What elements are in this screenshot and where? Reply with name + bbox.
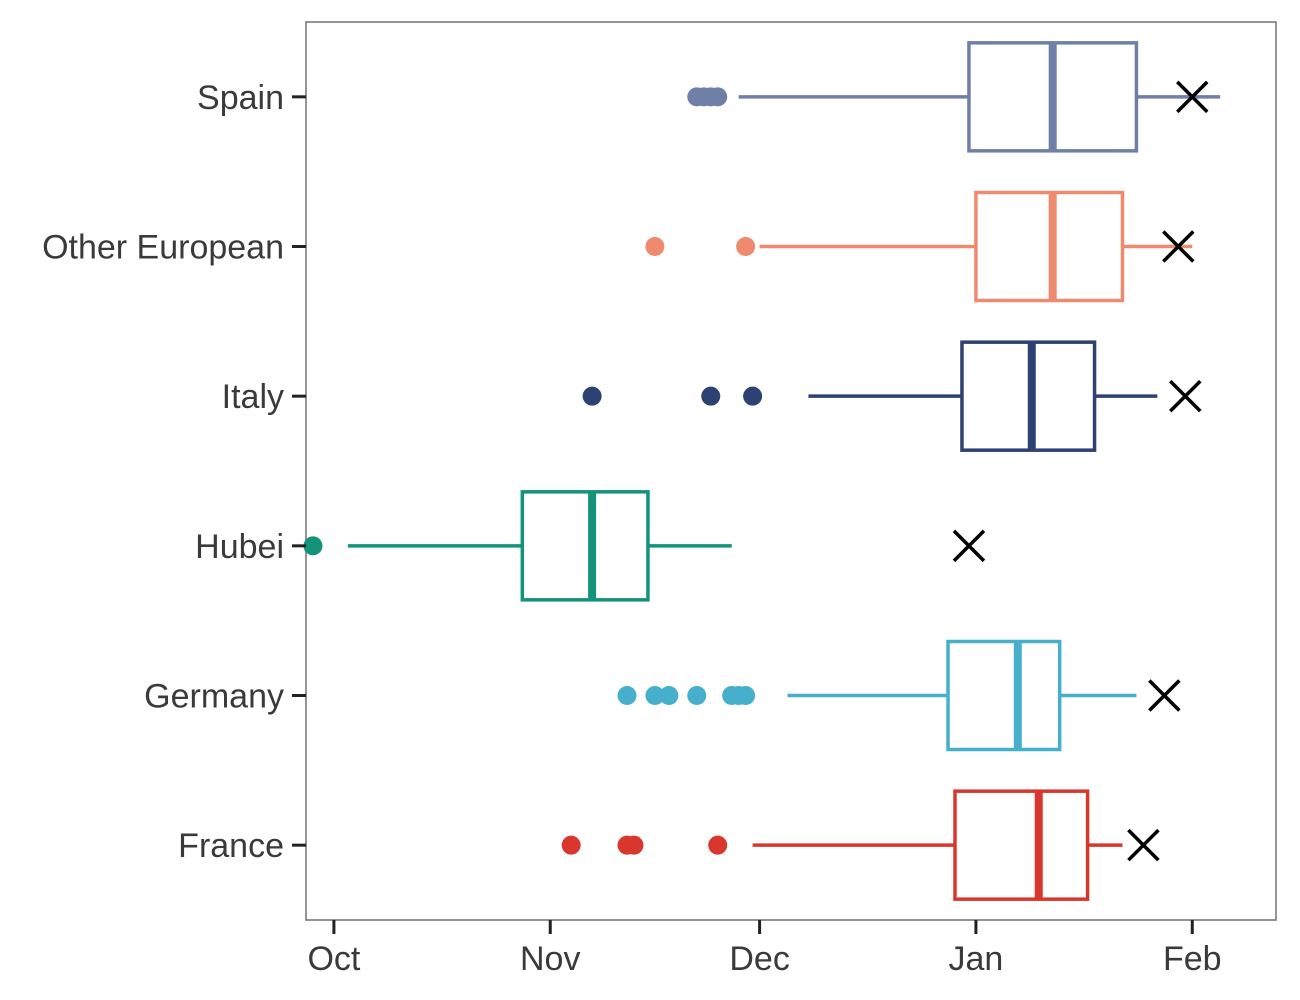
axes-layer: Spain Other European Italy Hubei Germany Fran… bbox=[42, 79, 1221, 978]
x-marker-hubei bbox=[952, 529, 986, 563]
x-marker-stroke-b-spain bbox=[1176, 80, 1209, 114]
outlier-italy-1 bbox=[701, 386, 721, 406]
box-group-spain bbox=[687, 41, 1221, 153]
outlier-germany-0 bbox=[617, 686, 637, 705]
outlier-germany-2 bbox=[659, 686, 679, 705]
x-marker-stroke-b-other-european bbox=[1162, 230, 1195, 263]
box-group-other-european bbox=[645, 190, 1195, 303]
x-marker-stroke-b-germany bbox=[1148, 679, 1181, 712]
outlier-germany-6 bbox=[736, 686, 756, 705]
box-hubei bbox=[520, 490, 650, 602]
y-tick-label-france: France bbox=[178, 827, 284, 865]
y-tick-label-hubei: Hubei bbox=[195, 528, 284, 566]
panel-border bbox=[305, 21, 1277, 921]
x-marker-stroke-b-france bbox=[1127, 828, 1160, 862]
x-marker-germany bbox=[1148, 679, 1181, 712]
x-tick-label-nov: Nov bbox=[520, 940, 580, 978]
x-tick-label-jan: Jan bbox=[949, 940, 1004, 978]
y-tick-label-germany: Germany bbox=[144, 678, 284, 716]
y-tick-label-spain: Spain bbox=[197, 79, 284, 117]
box-france bbox=[953, 789, 1090, 901]
outlier-germany-3 bbox=[687, 686, 707, 705]
y-tick-label-italy: Italy bbox=[222, 378, 284, 416]
y-tick-label-other-european: Other European bbox=[42, 229, 284, 267]
outlier-other-european-1 bbox=[736, 237, 756, 256]
box-group-france bbox=[561, 789, 1160, 901]
box-group-hubei bbox=[303, 490, 986, 602]
outlier-spain-3 bbox=[708, 87, 728, 107]
outlier-hubei-0 bbox=[303, 536, 323, 556]
outlier-italy-2 bbox=[743, 386, 763, 406]
outlier-france-0 bbox=[561, 835, 581, 855]
x-marker-other-european bbox=[1162, 230, 1195, 263]
plot-panel bbox=[305, 21, 1277, 921]
x-marker-france bbox=[1127, 828, 1160, 862]
outlier-italy-0 bbox=[582, 386, 602, 406]
box-group-germany bbox=[617, 639, 1181, 752]
box-germany bbox=[946, 639, 1062, 752]
x-marker-italy bbox=[1169, 379, 1202, 413]
x-marker-stroke-b-hubei bbox=[952, 529, 986, 563]
outlier-france-2 bbox=[624, 835, 644, 855]
x-marker-stroke-b-italy bbox=[1169, 379, 1202, 413]
x-tick-label-oct: Oct bbox=[307, 940, 360, 978]
x-tick-label-feb: Feb bbox=[1163, 940, 1222, 978]
box-group-italy bbox=[582, 340, 1202, 452]
outlier-france-3 bbox=[708, 835, 728, 855]
outlier-germany-1 bbox=[645, 686, 665, 705]
outlier-other-european-0 bbox=[645, 237, 665, 256]
boxes-layer bbox=[303, 41, 1221, 901]
x-tick-label-dec: Dec bbox=[729, 940, 789, 978]
x-marker-spain bbox=[1176, 80, 1209, 114]
